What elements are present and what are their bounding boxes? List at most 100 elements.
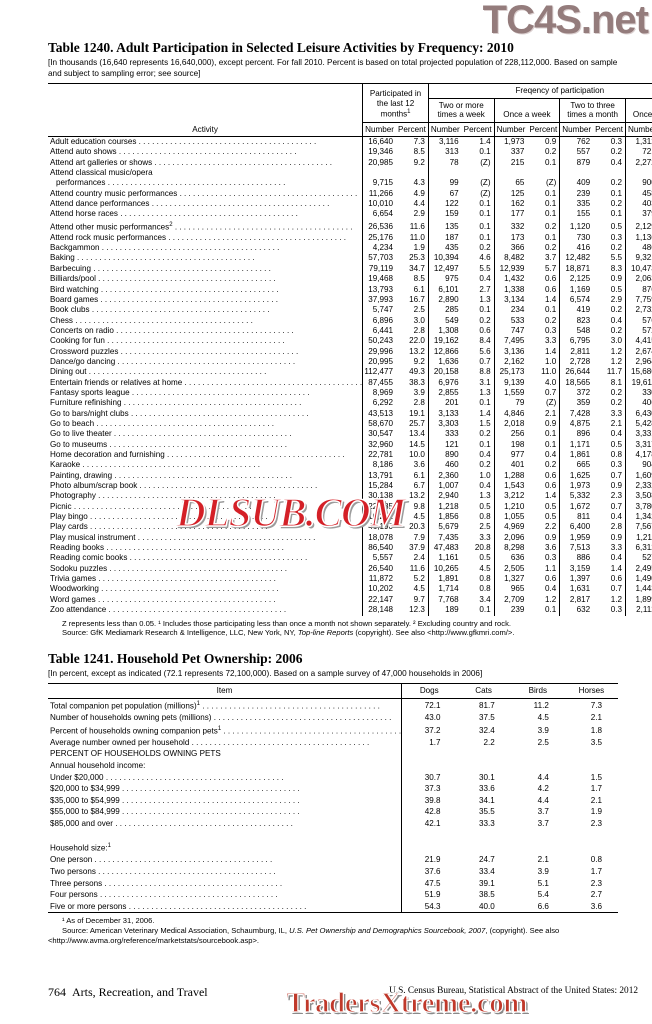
cell-number: 721 [624,147,652,158]
cell-number: 2,272 [624,157,652,169]
cell-percent: 3.3 [545,336,557,346]
cell-percent: 10.0 [409,450,425,459]
row-label: $20,000 to $34,999 . . . . . . . . . . .… [50,784,300,794]
cell-percent: 0.9 [545,418,557,428]
cell-percent: 0.1 [479,305,491,315]
cell-number: 3,136 [493,346,528,357]
cell-number: 2,096 [493,532,528,544]
cell-percent: 1.2 [610,356,622,366]
cell-number: 26,644 [559,367,594,378]
cell-value: 5.4 [537,890,549,900]
table-row: Go to live theater . . . . . . . . . . .… [48,429,652,440]
cell-value [511,841,565,854]
cell-number: 256 [493,429,528,440]
cell-number: 5,428 [624,418,652,430]
cell-number: 79,119 [362,263,396,275]
cell-percent: 3.0 [413,315,425,325]
cell-percent: 0.2 [610,398,622,408]
cell-percent: 0.1 [479,209,491,219]
cell-percent: 5.6 [479,346,491,356]
cell-percent: 2.9 [413,209,425,219]
cell-number: 13,793 [362,284,396,295]
table-1241-head: Item Dogs Cats Birds Horses [48,683,618,699]
row-label: Backgammon . . . . . . . . . . . . . . .… [50,243,280,253]
cell-value [565,830,618,842]
cell-value: 1.7 [401,736,457,749]
row-label: Go to beach . . . . . . . . . . . . . . … [50,418,275,428]
row-label: Baking . . . . . . . . . . . . . . . . .… [50,253,255,263]
cell-percent: 9.2 [413,157,425,167]
cell-number: 285 [427,305,462,316]
cell-percent: 4.4 [413,199,425,209]
row-label: Photo album/scrap book . . . . . . . . .… [50,481,318,491]
table-row: Go to bars/night clubs . . . . . . . . .… [48,408,652,419]
cell-number: 3,212 [493,491,528,502]
cell-number: 25,176 [362,232,396,244]
cell-percent: 0.8 [479,512,491,522]
cell-percent: 0.5 [610,284,622,294]
subcol-number: Number [559,121,594,137]
cell-value: 4.4 [537,772,549,782]
cell-percent: 0.1 [479,232,491,242]
table-row: Entertain friends or relatives at home .… [48,377,652,388]
cell-percent: 0.7 [479,356,491,366]
cell-number: 379 [624,209,652,220]
subcol-number: Number [493,121,528,137]
table-1240: Activity Participated in the last 12 mon… [48,83,652,616]
cell-number: 37,993 [362,294,396,306]
row-label: Karaoke . . . . . . . . . . . . . . . . … [50,460,261,470]
cell-number: 239 [559,188,594,200]
cell-number: 2,709 [493,594,528,606]
cell-percent [396,168,428,178]
cell-number: 665 [559,460,594,471]
cell-percent: 0.5 [479,501,491,511]
cell-number: 3,508 [624,491,652,502]
cell-percent: 1.0 [545,356,557,366]
cell-number: 4,969 [493,522,528,533]
cell-number: 7,567 [624,522,652,533]
table-1240-head: Activity Participated in the last 12 mon… [48,83,652,137]
cell-number: 1,288 [493,470,528,482]
table-row: Average number owned per household . . .… [48,736,618,749]
col-dogs: Dogs [401,683,457,699]
cell-value: 3.7 [537,807,549,817]
cell-percent: 9.7 [413,594,425,604]
row-label: Dance/go dancing . . . . . . . . . . . .… [50,356,296,366]
cell-value: 3.6 [590,901,602,911]
table-1240-title: Table 1240. Adult Participation in Selec… [48,40,514,55]
cell-value: 72.1 [401,698,457,712]
cell-percent: 13.2 [409,346,425,356]
cell-percent: 4.6 [479,253,491,263]
subcol-number: Number [427,121,462,137]
cell-percent: 0.2 [610,178,622,188]
cell-number: 2,674 [624,346,652,357]
cell-number: 11,872 [362,574,396,585]
cell-number: 10,202 [362,584,396,595]
cell-number: 26,540 [362,563,396,575]
cell-percent: 0.4 [610,429,622,439]
cell-percent: 3.1 [479,377,491,387]
cell-value: 47.5 [401,877,457,890]
cell-value: 1.9 [590,807,602,817]
row-label: Go to bars/night clubs . . . . . . . . .… [50,408,309,418]
cell-value: 54.3 [401,900,457,913]
cell-number: 19,468 [362,274,396,285]
cell-number: 811 [559,512,594,523]
page-source-line: U.S. Census Bureau, Statistical Abstract… [389,986,638,996]
table-row: Board games . . . . . . . . . . . . . . … [48,294,652,306]
cell-percent: 0.8 [610,450,622,459]
table-row: Dance/go dancing . . . . . . . . . . . .… [48,356,652,368]
table-row: Fantasy sports league . . . . . . . . . … [48,387,652,399]
footnote-text: Z represents less than 0.05. ¹ Includes … [62,618,511,628]
table-row: Attend auto shows . . . . . . . . . . . … [48,147,652,158]
table-1241-body: Total companion pet population (millions… [48,698,618,913]
cell-number: 1,899 [624,594,652,606]
cell-number: 28,148 [362,605,396,616]
subcol-percent: Percent [593,121,626,137]
cell-number: 1,959 [559,532,594,544]
cell-value: 3.5 [590,737,602,747]
cell-number: 636 [493,553,528,564]
cell-percent: 2.7 [479,284,491,294]
cell-number: 87,455 [362,377,396,388]
cell-percent: 0.1 [545,209,557,219]
